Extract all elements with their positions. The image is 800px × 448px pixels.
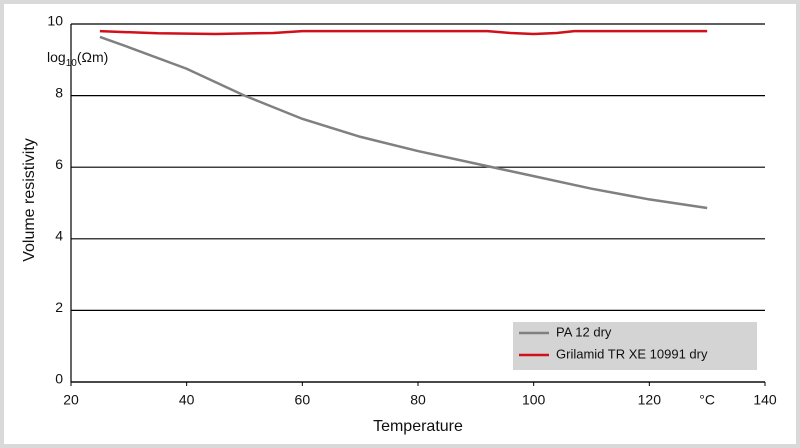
y-axis-title: Volume resistivity bbox=[21, 138, 38, 262]
line-series bbox=[99, 29, 708, 36]
legend-label: Grilamid TR XE 10991 dry bbox=[556, 346, 708, 361]
y-tick-label: 8 bbox=[55, 84, 63, 100]
legend-label: PA 12 dry bbox=[556, 324, 612, 339]
y-tick-label: 4 bbox=[55, 228, 63, 244]
y-unit-part: (Ωm) bbox=[77, 49, 108, 65]
x-tick-label: 20 bbox=[63, 392, 79, 408]
x-tick-label: 140 bbox=[753, 392, 777, 408]
y-unit: log10(Ωm) bbox=[47, 49, 108, 69]
x-unit: °C bbox=[699, 392, 715, 408]
chart-background bbox=[4, 4, 796, 444]
x-tick-label: 60 bbox=[295, 392, 311, 408]
x-tick-label: 120 bbox=[638, 392, 662, 408]
y-tick-label: 6 bbox=[55, 156, 63, 172]
x-axis-title: Temperature bbox=[373, 418, 463, 435]
y-tick-label: 0 bbox=[55, 371, 63, 387]
y-unit-part: log bbox=[47, 49, 66, 65]
line-series bbox=[99, 35, 708, 210]
x-tick-label: 80 bbox=[410, 392, 426, 408]
y-tick-label: 10 bbox=[47, 13, 63, 29]
x-tick-label: 100 bbox=[522, 392, 546, 408]
x-tick-label: 40 bbox=[179, 392, 195, 408]
legend-box bbox=[513, 322, 757, 370]
y-unit-sub: 10 bbox=[66, 58, 78, 69]
y-tick-label: 2 bbox=[55, 299, 63, 315]
